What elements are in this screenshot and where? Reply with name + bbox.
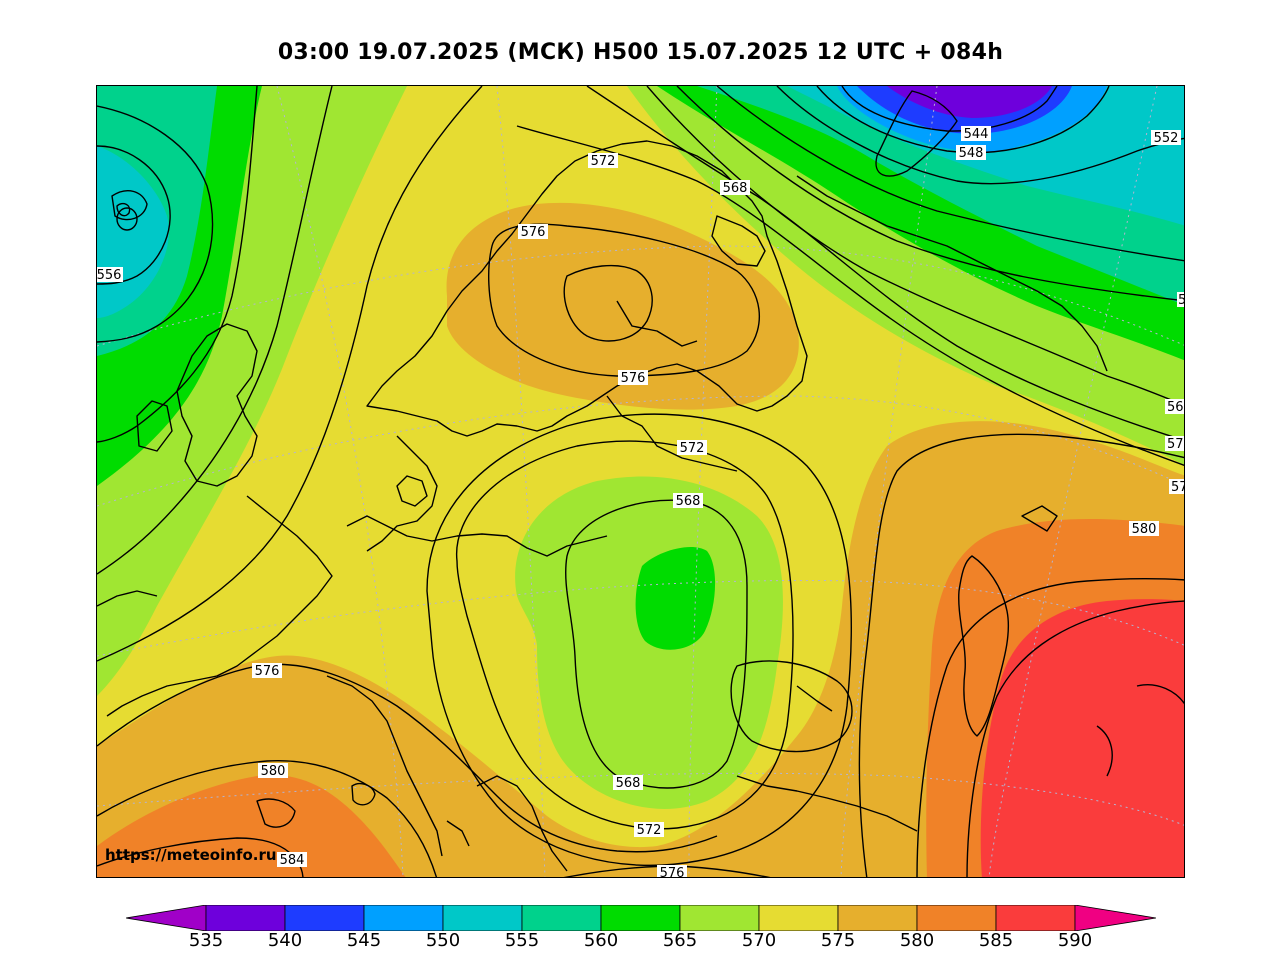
contour-label: 544 [964,127,989,142]
contour-label: 556 [97,268,121,283]
contour-label: 580 [261,764,286,779]
contour-556-ne [716,86,1184,262]
isohypses [97,86,1184,877]
colorbar-cell [442,905,523,931]
graticule [97,86,1184,877]
colorbar-cell [363,905,444,931]
coastlines [97,90,1184,872]
colorbar-cell [837,905,918,931]
colorbar-tick: 560 [583,930,619,951]
colorbar-tick: 580 [899,930,935,951]
fill-580-south [97,421,1184,877]
colorbar-cell [521,905,602,931]
contour-label: 576 [660,866,685,878]
fill-580-scandinavia [446,202,799,410]
h500-geopotential-map: 544 548 552 556 572 568 576 576 5 56 57 … [96,85,1185,878]
contour-556-nw [97,145,171,285]
contour-label: 548 [959,146,984,161]
fill-585-southwest [97,775,406,877]
contour-576-central [426,413,852,867]
colorbar-tick: 540 [267,930,303,951]
fill-590-east [980,599,1184,877]
contour-584-east [916,577,1184,877]
contour-568-ne [586,86,1184,442]
contour-nw-low-inner [116,207,138,231]
contour-label: 576 [255,664,280,679]
contour-588-east [966,600,1184,877]
colorbar-cell [679,905,760,931]
contour-label: 57 [1171,480,1185,495]
colorbar-tick: 590 [1057,930,1093,951]
contour-564-ne [646,86,1184,406]
colorbar-tick: 535 [188,930,224,951]
contour-552 [776,86,1184,185]
contour-label: 568 [723,181,748,196]
contour-label: 572 [591,154,616,169]
colorbar-cell [600,905,681,931]
contour-label: 580 [1132,522,1157,537]
contour-576-scandinavia [488,223,761,377]
colorbar-tick: 565 [662,930,698,951]
colorbar-cell [995,905,1076,931]
contour-572-nw [97,86,483,662]
contour-label: 552 [1154,131,1179,146]
contour-label: 576 [521,225,546,240]
colorbar-tick: 575 [820,930,856,951]
contour-580-east [858,433,1184,877]
colorbar-tick: 545 [346,930,382,951]
colorbar-cell [916,905,997,931]
contour-560-ne [676,86,1184,302]
contour-548 [816,86,1110,154]
colorbar-cell [205,905,286,931]
contour-label: 576 [621,371,646,386]
contour-label: 57 [1167,437,1184,452]
contour-label: 56 [1167,400,1184,415]
colorbar-tick: 555 [504,930,540,951]
contour-label: 572 [637,823,662,838]
contour-label: 5 [1178,293,1185,308]
source-watermark: https://meteoinfo.ru [105,846,277,864]
map-title: 03:00 19.07.2025 (МСК) H500 15.07.2025 1… [277,40,1004,65]
contour-576-sw [97,663,718,853]
colorbar-cell-below [126,905,207,931]
colorbar-tick: 570 [741,930,777,951]
colorbar-tick: 550 [425,930,461,951]
contour-label: 584 [280,853,305,868]
contour-564-nw [97,86,258,443]
fill-565-central-low [635,546,716,650]
contour-572-central [455,440,794,830]
colorbar-tick: 585 [978,930,1014,951]
colorbar-cell [284,905,365,931]
contour-labels: 544 548 552 556 572 568 576 576 5 56 57 … [97,126,1185,878]
contour-label: 568 [616,776,641,791]
colorbar [126,905,1156,931]
contour-560-nw [97,105,214,343]
contour-568-nw [97,86,333,575]
contour-label: 572 [680,441,705,456]
colorbar-cell-above [1074,905,1156,931]
contour-label: 568 [676,494,701,509]
contour-580-sw [97,759,438,877]
contour-572-ne [516,125,1184,467]
fill-540-northeast [887,86,1052,118]
contour-584-sw [97,837,304,877]
colorbar-cell [758,905,839,931]
colorbar-tick-labels: 535 540 545 550 555 560 565 570 575 580 … [0,930,1281,956]
